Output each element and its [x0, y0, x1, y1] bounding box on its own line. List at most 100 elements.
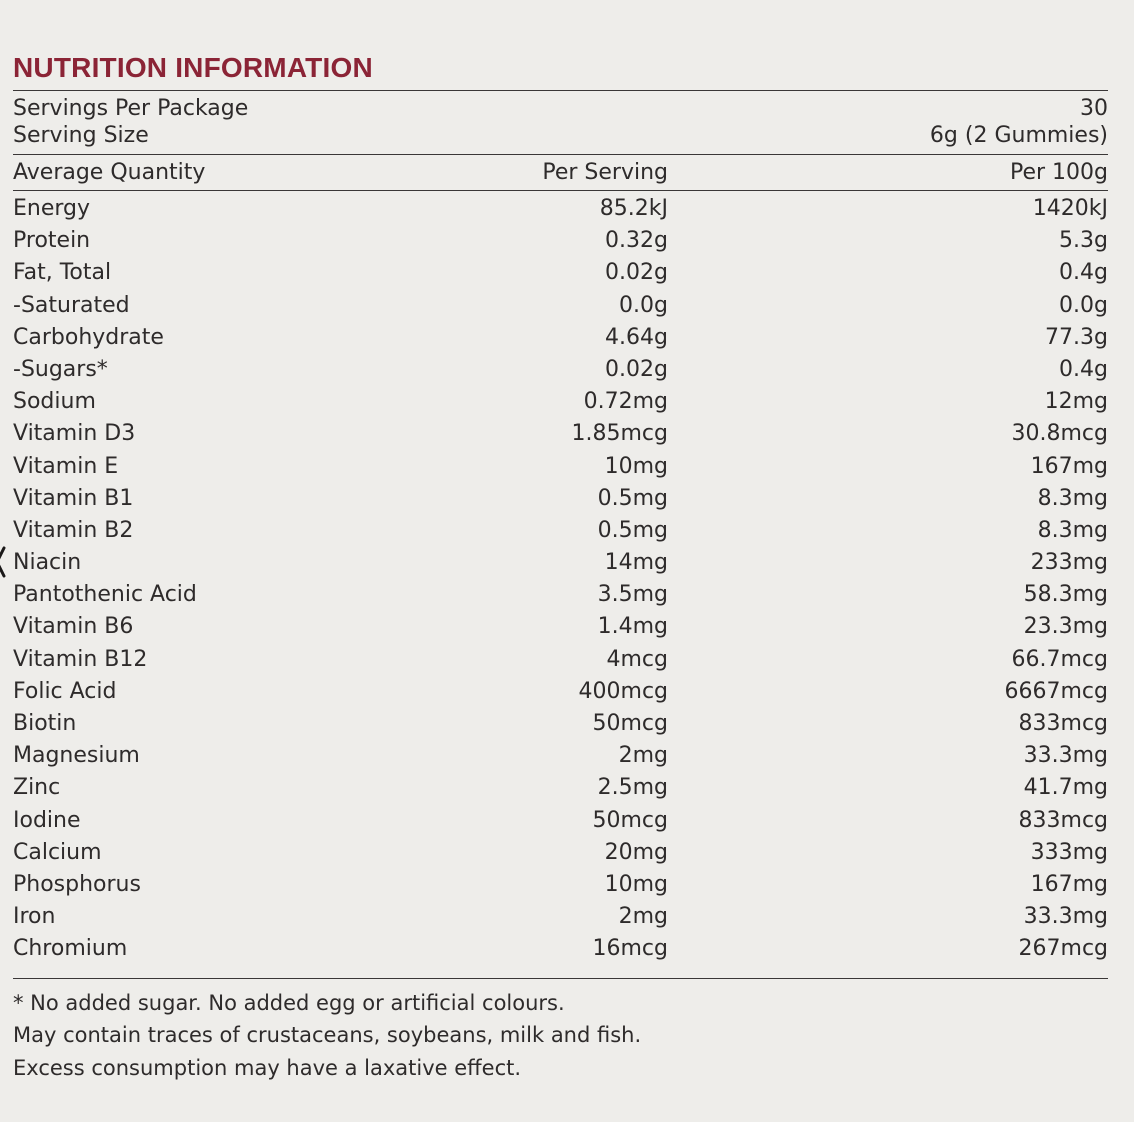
per-100g-value: 23.3mg	[1023, 614, 1108, 640]
chevron-left-icon	[0, 546, 6, 578]
table-row: Iron 2mg 33.3mg	[13, 901, 1108, 933]
per-serving-value: 2mg	[618, 904, 668, 930]
per-100g-value: 33.3mg	[1023, 904, 1108, 930]
per-serving-value: 3.5mg	[597, 582, 668, 608]
per-serving-value: 0.5mg	[597, 485, 668, 511]
table-row: Niacin 14mg 233mg	[13, 547, 1108, 579]
nutrient-name: Chromium	[13, 936, 128, 962]
column-header-row: Average Quantity Per Serving Per 100g	[13, 155, 1108, 190]
table-row: Protein 0.32g 5.3g	[13, 225, 1108, 257]
per-serving-value: 0.5mg	[597, 517, 668, 543]
header-per-100g: Per 100g	[1009, 160, 1108, 185]
table-row: Vitamin E 10mg 167mg	[13, 451, 1108, 483]
per-100g-value: 58.3mg	[1023, 582, 1108, 608]
per-serving-value: 20mg	[604, 839, 668, 865]
nutrient-name: Iodine	[13, 807, 81, 833]
per-100g-value: 233mg	[1030, 550, 1108, 576]
per-100g-value: 1420kJ	[1032, 196, 1108, 221]
per-serving-value: 0.0g	[619, 292, 668, 318]
nutrient-name: Vitamin B1	[13, 485, 134, 511]
nutrient-name: -Sugars*	[13, 356, 108, 382]
per-serving-value: 400mcg	[578, 678, 668, 704]
table-row: Pantothenic Acid 3.5mg 58.3mg	[13, 579, 1108, 611]
per-100g-value: 833mcg	[1018, 807, 1108, 833]
table-row: Magnesium 2mg 33.3mg	[13, 740, 1108, 772]
per-serving-value: 50mcg	[592, 711, 669, 736]
serving-size-row: Serving Size 6g (2 Gummies)	[13, 122, 1108, 149]
nutrient-name: Vitamin B12	[13, 646, 148, 672]
nutrient-name: Pantothenic Acid	[13, 582, 197, 608]
per-100g-value: 0.4g	[1059, 260, 1108, 286]
footnotes: * No added sugar. No added egg or artifi…	[13, 979, 1108, 1084]
per-100g-value: 167mg	[1030, 453, 1108, 479]
per-100g-value: 33.3mg	[1023, 743, 1108, 769]
nutrient-name: Protein	[13, 228, 91, 254]
serving-size-label: Serving Size	[13, 123, 149, 148]
table-row: Calcium 20mg 333mg	[13, 837, 1108, 869]
divider-header-bottom	[13, 190, 1108, 191]
nutrient-name: Zinc	[13, 775, 61, 801]
table-row: Biotin 50mcg 833mcg	[13, 708, 1108, 740]
nutrient-name: Vitamin D3	[13, 421, 136, 447]
divider-header-top	[13, 154, 1108, 155]
nutrient-name: Carbohydrate	[13, 324, 164, 350]
table-row: Chromium 16mcg 267mcg	[13, 933, 1108, 965]
per-100g-value: 0.4g	[1059, 356, 1108, 382]
per-100g-value: 333mg	[1030, 839, 1108, 865]
nutrient-name: -Saturated	[13, 292, 130, 318]
header-per-serving: Per Serving	[542, 160, 668, 185]
per-serving-value: 0.02g	[605, 260, 668, 286]
nutrient-name: Biotin	[13, 711, 77, 736]
table-row: Phosphorus 10mg 167mg	[13, 869, 1108, 901]
nutrient-table-body: Energy 85.2kJ 1420kJ Protein 0.32g 5.3g Fat, T…	[13, 191, 1108, 978]
nutrient-name: Energy	[13, 196, 91, 221]
nutrient-name: Calcium	[13, 839, 102, 865]
table-row: Folic Acid 400mcg 6667mcg	[13, 676, 1108, 708]
table-row: Fat, Total 0.02g 0.4g	[13, 257, 1108, 289]
nutrient-name: Vitamin E	[13, 453, 119, 479]
serving-size-value: 6g (2 Gummies)	[929, 123, 1108, 148]
table-row: Iodine 50mcg 833mcg	[13, 805, 1108, 837]
footnote-line: Excess consumption may have a laxative e…	[13, 1055, 522, 1080]
footnote-line: * No added sugar. No added egg or artifi…	[13, 991, 565, 1015]
per-100g-value: 66.7mcg	[1011, 646, 1108, 672]
per-100g-value: 8.3mg	[1037, 517, 1108, 543]
table-row: Vitamin B2 0.5mg 8.3mg	[13, 515, 1108, 547]
nutrient-name: Niacin	[13, 550, 82, 576]
per-serving-value: 85.2kJ	[599, 196, 668, 221]
per-serving-value: 4.64g	[605, 324, 668, 350]
table-row: Energy 85.2kJ 1420kJ	[13, 193, 1108, 225]
per-serving-value: 0.32g	[605, 228, 668, 254]
table-row: Sodium 0.72mg 12mg	[13, 386, 1108, 418]
divider-bottom	[13, 978, 1108, 979]
per-serving-value: 4mcg	[606, 646, 669, 672]
per-serving-value: 0.72mg	[583, 389, 668, 415]
nutrient-name: Phosphorus	[13, 871, 141, 897]
table-row: Vitamin B1 0.5mg 8.3mg	[13, 483, 1108, 515]
per-100g-value: 0.0g	[1059, 292, 1108, 318]
table-row: Vitamin B6 1.4mg 23.3mg	[13, 611, 1108, 643]
footnote-line: May contain traces of crustaceans, soybe…	[13, 1023, 642, 1048]
per-100g-value: 6667mcg	[1004, 678, 1108, 704]
per-serving-value: 2.5mg	[597, 775, 668, 801]
per-100g-value: 5.3g	[1059, 228, 1108, 254]
servings-per-package-row: Servings Per Package 30	[13, 95, 1108, 122]
table-row: Vitamin B12 4mcg 66.7mcg	[13, 644, 1108, 676]
per-100g-value: 12mg	[1044, 389, 1108, 415]
per-100g-value: 77.3g	[1045, 324, 1108, 350]
per-serving-value: 1.4mg	[597, 614, 668, 640]
per-serving-value: 2mg	[618, 743, 668, 769]
nutrient-name: Fat, Total	[13, 260, 112, 286]
nutrient-name: Folic Acid	[13, 678, 117, 704]
table-row: -Saturated 0.0g 0.0g	[13, 290, 1108, 322]
table-row: Zinc 2.5mg 41.7mg	[13, 772, 1108, 804]
per-100g-value: 30.8mcg	[1011, 421, 1108, 447]
per-serving-value: 0.02g	[605, 356, 668, 382]
per-serving-value: 14mg	[604, 550, 668, 576]
divider-top	[13, 90, 1108, 91]
nutrition-panel: NUTRITION INFORMATION Servings Per Packa…	[13, 48, 1108, 1084]
per-serving-value: 10mg	[604, 871, 668, 897]
per-100g-value: 41.7mg	[1023, 775, 1108, 801]
per-serving-value: 10mg	[604, 453, 668, 479]
nutrient-name: Magnesium	[13, 743, 140, 769]
